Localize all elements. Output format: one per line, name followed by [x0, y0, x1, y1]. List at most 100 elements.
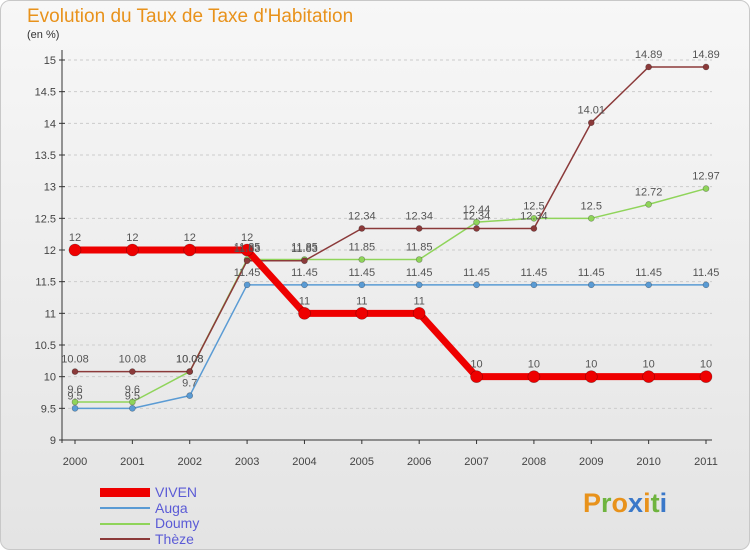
data-label: 10: [700, 359, 712, 371]
data-point: [642, 370, 655, 383]
data-label: 12.44: [463, 204, 491, 216]
data-label: 11.45: [406, 267, 433, 279]
data-label: 11.45: [463, 267, 490, 279]
data-point: [129, 405, 136, 412]
y-tick-label: 11.5: [35, 277, 56, 289]
data-point: [129, 368, 136, 375]
data-label: 10.08: [176, 354, 204, 366]
data-label: 11.85: [291, 242, 318, 254]
data-point: [71, 368, 79, 375]
data-label: 12: [184, 232, 196, 244]
legend-swatch: [100, 488, 150, 498]
data-label: 11.45: [291, 267, 318, 279]
data-label: 9.6: [67, 384, 82, 396]
data-point: [584, 370, 598, 383]
logo-letter: P: [583, 488, 602, 518]
data-label: 11: [413, 295, 424, 307]
data-label: 10: [643, 359, 655, 371]
data-point: [587, 119, 595, 126]
legend: VIVEN Auga Doumy Thèze: [100, 485, 199, 547]
legend-item: Auga: [100, 499, 199, 517]
data-label: 11.83: [291, 243, 318, 255]
legend-swatch: [100, 538, 150, 541]
x-tick-label: 2005: [350, 456, 374, 468]
data-label: 12: [126, 232, 138, 244]
data-point: [645, 281, 652, 289]
data-point: [355, 307, 369, 320]
data-label: 12.34: [405, 210, 433, 222]
logo-letter: i: [659, 488, 668, 518]
legend-label: Thèze: [155, 530, 194, 547]
data-label: 12: [241, 232, 253, 244]
data-label: 14.89: [635, 49, 663, 61]
data-label: 11.85: [234, 242, 261, 254]
data-point: [530, 215, 538, 222]
data-label: 12.97: [692, 171, 720, 183]
data-point: [71, 405, 79, 412]
data-label: 11: [356, 295, 367, 307]
data-point: [473, 218, 480, 226]
x-tick-label: 2008: [522, 456, 546, 468]
logo-letter: t: [650, 488, 660, 518]
data-label: 11.45: [521, 267, 548, 279]
y-tick-label: 14: [44, 118, 56, 130]
data-point: [415, 225, 423, 232]
data-label: 12.5: [581, 200, 602, 212]
logo-letter: o: [611, 488, 629, 518]
y-tick-label: 9.5: [41, 403, 56, 415]
logo-letter: i: [643, 488, 651, 518]
data-label: 12: [69, 232, 81, 244]
data-label: 11.45: [635, 267, 662, 279]
data-point: [358, 256, 366, 263]
data-label: 9.5: [67, 390, 82, 402]
data-label: 10: [585, 359, 597, 371]
legend-item: VIVEN: [100, 485, 199, 501]
data-label: 11.45: [234, 267, 261, 279]
data-point: [412, 307, 426, 320]
data-label: 10: [528, 359, 540, 371]
data-label: 11: [299, 295, 310, 307]
data-label: 11.85: [406, 242, 433, 254]
legend-label: Auga: [155, 499, 188, 516]
data-label: 10.08: [119, 354, 147, 366]
data-point: [129, 398, 136, 406]
y-tick-label: 10: [44, 372, 56, 384]
data-point: [358, 281, 366, 289]
data-label: 12.5: [523, 200, 544, 212]
data-point: [702, 185, 710, 192]
legend-label: VIVEN: [155, 484, 198, 501]
legend-item: Doumy: [100, 516, 199, 532]
data-point: [645, 201, 652, 208]
data-point: [183, 243, 197, 257]
data-point: [301, 281, 308, 289]
data-point: [243, 281, 251, 289]
data-label: 10: [470, 359, 482, 371]
x-tick-label: 2011: [694, 456, 718, 468]
y-tick-label: 11: [45, 308, 56, 320]
data-label: 12.34: [348, 210, 376, 222]
data-label: 9.6: [125, 384, 140, 396]
data-point: [358, 225, 366, 232]
data-point: [473, 281, 480, 289]
data-label: 11.85: [348, 242, 375, 254]
legend-label: Doumy: [155, 515, 200, 532]
x-tick-label: 2004: [292, 456, 316, 468]
y-tick-label: 9: [50, 435, 56, 447]
y-tick-label: 10.5: [35, 340, 56, 352]
data-point: [527, 370, 541, 383]
legend-swatch: [100, 507, 150, 510]
data-label: 11.45: [693, 267, 720, 279]
x-tick-label: 2002: [177, 456, 201, 468]
data-label: 9.7: [182, 378, 197, 390]
data-label: 9.5: [125, 390, 140, 402]
legend-swatch: [100, 522, 150, 525]
y-tick-label: 15: [44, 55, 56, 67]
series-line: [75, 246, 706, 381]
x-tick-label: 2001: [120, 456, 144, 468]
data-point: [71, 398, 79, 406]
legend-item: Thèze: [100, 530, 199, 548]
data-point: [415, 256, 423, 263]
data-point: [186, 392, 194, 399]
x-tick-label: 2010: [636, 456, 660, 468]
data-point: [530, 281, 538, 289]
